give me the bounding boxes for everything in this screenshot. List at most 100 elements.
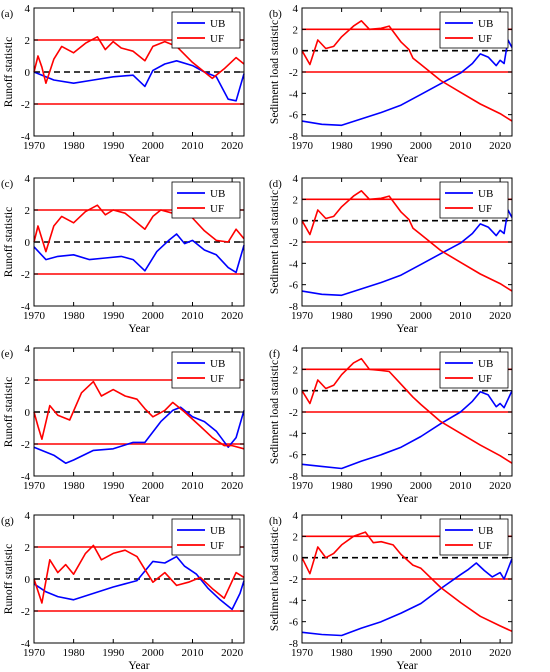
- panel-label: (a): [1, 8, 14, 20]
- legend-label-ub: UB: [478, 358, 493, 370]
- y-tick-label: 2: [293, 194, 299, 206]
- panel-label: (e): [1, 348, 14, 360]
- y-tick-label: 0: [25, 407, 31, 419]
- y-tick-label: -4: [289, 258, 299, 270]
- panel-label: (d): [269, 178, 282, 190]
- y-tick-label: 2: [25, 542, 31, 554]
- x-axis-label: Year: [396, 153, 417, 165]
- y-tick-label: 0: [293, 46, 299, 58]
- y-tick-label: -8: [289, 471, 299, 483]
- x-tick-label: 2000: [410, 140, 433, 152]
- y-tick-label: -2: [289, 574, 298, 586]
- legend-label-ub: UB: [478, 18, 493, 30]
- x-tick-label: 2010: [181, 310, 204, 322]
- y-tick-label: -4: [21, 131, 31, 143]
- y-tick-label: -4: [289, 88, 299, 100]
- x-tick-label: 1990: [102, 647, 125, 659]
- legend-label-uf: UF: [478, 203, 492, 215]
- series-line-ub: [33, 555, 245, 611]
- y-tick-label: 4: [293, 510, 299, 522]
- x-tick-label: 2000: [142, 480, 165, 492]
- x-axis-label: Year: [128, 153, 149, 165]
- y-tick-label: 2: [25, 35, 31, 47]
- legend-box: [171, 181, 241, 219]
- series-line-uf: [301, 357, 513, 464]
- y-axis-label: Sediment load statistic: [269, 360, 281, 464]
- legend-box: [439, 518, 509, 556]
- series-line-ub: [301, 558, 513, 637]
- panel-label: (h): [269, 515, 282, 527]
- series-line-ub: [301, 390, 513, 470]
- x-tick-label: 2020: [221, 140, 244, 152]
- y-axis-label: Runoff statistic: [3, 37, 15, 107]
- x-tick-label: 1990: [370, 647, 393, 659]
- series-line-ub: [301, 209, 513, 297]
- legend-label-uf: UF: [210, 540, 224, 552]
- x-tick-label: 2000: [410, 480, 433, 492]
- y-tick-label: -2: [21, 269, 30, 281]
- panel-label: (b): [269, 8, 282, 20]
- series-line-ub: [33, 406, 245, 465]
- legend-label-uf: UF: [210, 203, 224, 215]
- x-tick-label: 1980: [63, 647, 86, 659]
- x-tick-label: 1980: [331, 480, 354, 492]
- x-tick-label: 1980: [331, 647, 354, 659]
- legend-label-ub: UB: [210, 525, 225, 537]
- y-tick-label: 4: [293, 3, 299, 15]
- y-tick-label: -2: [21, 606, 30, 618]
- panel-label: (c): [1, 178, 14, 190]
- legend-box: [439, 351, 509, 389]
- x-tick-label: 2020: [489, 647, 512, 659]
- x-tick-label: 1970: [23, 480, 46, 492]
- x-tick-label: 2000: [142, 647, 165, 659]
- y-tick-label: -2: [21, 439, 30, 451]
- y-tick-label: 2: [293, 364, 299, 376]
- legend-box: [171, 518, 241, 556]
- legend-label-ub: UB: [210, 358, 225, 370]
- y-tick-label: 4: [25, 343, 31, 355]
- y-tick-label: 4: [25, 3, 31, 15]
- legend-label-ub: UB: [478, 188, 493, 200]
- x-tick-label: 1980: [63, 310, 86, 322]
- x-tick-label: 1980: [63, 140, 86, 152]
- series-line-ub: [33, 233, 245, 274]
- legend-label-uf: UF: [478, 373, 492, 385]
- y-tick-label: 0: [25, 67, 31, 79]
- y-tick-label: 0: [293, 553, 299, 565]
- legend-label-ub: UB: [478, 525, 493, 537]
- x-tick-label: 2000: [142, 310, 165, 322]
- y-tick-label: -8: [289, 638, 299, 650]
- x-axis-label: Year: [128, 323, 149, 335]
- x-tick-label: 2000: [142, 140, 165, 152]
- x-tick-label: 1970: [291, 647, 314, 659]
- series-line-ub: [301, 39, 513, 127]
- y-tick-label: -4: [21, 301, 31, 313]
- x-tick-label: 1980: [331, 310, 354, 322]
- y-axis-label: Sediment load statistic: [269, 20, 281, 124]
- x-axis-label: Year: [396, 493, 417, 505]
- x-tick-label: 2000: [410, 647, 433, 659]
- y-tick-label: 0: [293, 386, 299, 398]
- x-tick-label: 1970: [23, 647, 46, 659]
- x-tick-label: 2010: [181, 140, 204, 152]
- y-tick-label: 0: [293, 216, 299, 228]
- legend-label-uf: UF: [478, 540, 492, 552]
- y-axis-label: Sediment load statistic: [269, 190, 281, 294]
- y-axis-label: Runoff statistic: [3, 377, 15, 447]
- y-axis-label: Sediment load statistic: [269, 527, 281, 631]
- y-tick-label: -6: [289, 280, 299, 292]
- y-tick-label: 2: [293, 531, 299, 543]
- x-tick-label: 1990: [102, 480, 125, 492]
- x-tick-label: 1970: [23, 140, 46, 152]
- y-tick-label: 4: [293, 343, 299, 355]
- y-tick-label: -2: [289, 237, 298, 249]
- y-tick-label: 0: [25, 237, 31, 249]
- x-axis-label: Year: [396, 660, 417, 672]
- x-axis-label: Year: [396, 323, 417, 335]
- legend-label-uf: UF: [210, 373, 224, 385]
- x-tick-label: 2020: [221, 310, 244, 322]
- y-tick-label: -6: [289, 617, 299, 629]
- x-tick-label: 2020: [489, 310, 512, 322]
- x-tick-label: 1980: [63, 480, 86, 492]
